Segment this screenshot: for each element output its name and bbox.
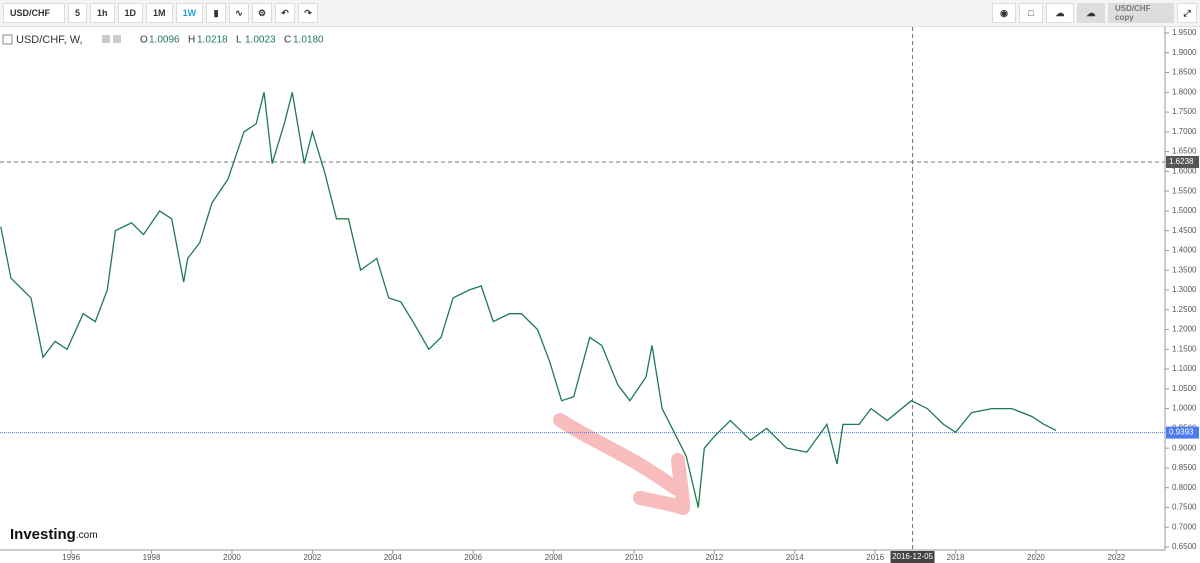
y-tick-label: 1.5500 <box>1172 186 1197 195</box>
x-tick-label: 2022 <box>1107 553 1125 562</box>
ohlc-label: L <box>236 35 242 46</box>
x-tick-label: 2006 <box>464 553 482 562</box>
icon-fullscreen[interactable]: ⤢ <box>1177 3 1197 23</box>
interval-button[interactable]: 1W <box>175 3 204 23</box>
interval-button[interactable]: 1h <box>90 3 115 23</box>
x-tick-label: 2002 <box>303 553 321 562</box>
legend-icon[interactable] <box>113 35 121 43</box>
y-tick-label: 1.0500 <box>1172 384 1197 393</box>
icon-cloud[interactable]: ☁ <box>1046 3 1074 23</box>
interval-button[interactable]: 1M <box>146 3 173 23</box>
y-tick-label: 1.1000 <box>1172 364 1197 373</box>
symbol-box[interactable]: USD/CHF <box>3 3 65 23</box>
ohlc-label: O <box>140 35 148 46</box>
ohlc-value: 1.0096 <box>149 35 180 46</box>
y-tick-label: 1.6000 <box>1172 166 1197 175</box>
y-tick-label: 1.4500 <box>1172 226 1197 235</box>
logo: Investing.com <box>10 526 98 543</box>
annotation-arrow <box>553 413 690 515</box>
x-tick-label: 2020 <box>1027 553 1045 562</box>
y-tick-label: 0.6500 <box>1172 542 1197 551</box>
y-tick-label: 1.9500 <box>1172 28 1197 37</box>
x-tick-label: 1996 <box>62 553 80 562</box>
x-tick-label: 2010 <box>625 553 643 562</box>
x-tick-label: 2000 <box>223 553 241 562</box>
last-price-box <box>1166 426 1199 439</box>
logo-suffix: .com <box>76 530 98 541</box>
crosshair-date-box <box>890 551 935 563</box>
x-tick-label: 2018 <box>947 553 965 562</box>
y-tick-label: 1.1500 <box>1172 344 1197 353</box>
y-tick-label: 1.9000 <box>1172 48 1197 57</box>
ohlc-label: H <box>188 35 195 46</box>
icon-save[interactable]: ☁ <box>1077 3 1105 23</box>
x-tick-label: 2014 <box>786 553 804 562</box>
interval-button[interactable]: 5 <box>68 3 88 23</box>
icon-camera[interactable]: ◉ <box>992 3 1016 23</box>
y-tick-label: 1.8500 <box>1172 68 1197 77</box>
y-tick-label: 0.8000 <box>1172 483 1197 492</box>
crosshair-date-label: 2016-12-05 <box>892 552 933 561</box>
y-tick-label: 0.7000 <box>1172 522 1197 531</box>
ohlc-value: 1.0023 <box>245 35 276 46</box>
icon-undo[interactable]: ↶ <box>275 3 296 23</box>
x-tick-label: 2016 <box>866 553 884 562</box>
y-tick-label: 1.3000 <box>1172 285 1197 294</box>
toolbar: USD/CHF 5 1h 1D 1M 1W ▮ ∿ ⚙ ↶ ↷ ◉ □ ☁ ☁ USD/… <box>0 0 1200 27</box>
icon-color[interactable]: □ <box>1019 3 1043 23</box>
legend-title: USD/CHF, W, <box>16 34 83 46</box>
last-price-label: 0.9393 <box>1169 428 1194 437</box>
y-tick-label: 1.6500 <box>1172 147 1197 156</box>
y-tick-label: 1.2000 <box>1172 325 1197 334</box>
ohlc-value: 1.0180 <box>293 35 324 46</box>
y-tick-label: 0.7500 <box>1172 503 1197 512</box>
y-tick-label: 1.5000 <box>1172 206 1197 215</box>
layout-name[interactable]: USD/CHF copy <box>1108 3 1174 23</box>
icon-candles[interactable]: ▮ <box>206 3 227 23</box>
price-axis-bg <box>1165 27 1200 563</box>
interval-button[interactable]: 1D <box>117 3 144 23</box>
icon-indicators[interactable]: ∿ <box>229 3 250 23</box>
icon-compare[interactable]: ⚙ <box>252 3 273 23</box>
y-tick-label: 0.8500 <box>1172 463 1197 472</box>
y-tick-label: 1.7000 <box>1172 127 1197 136</box>
y-tick-label: 0.9000 <box>1172 443 1197 452</box>
x-tick-label: 2008 <box>545 553 563 562</box>
x-tick-label: 1998 <box>143 553 161 562</box>
y-tick-label: 1.0000 <box>1172 404 1197 413</box>
y-tick-label: 1.3500 <box>1172 265 1197 274</box>
crosshair-price-box <box>1166 155 1199 168</box>
ohlc-value: 1.0218 <box>197 35 228 46</box>
y-tick-label: 1.8000 <box>1172 87 1197 96</box>
legend-icon[interactable] <box>102 35 110 43</box>
x-tick-label: 2004 <box>384 553 402 562</box>
ohlc-label: C <box>284 35 291 46</box>
x-tick-label: 2012 <box>705 553 723 562</box>
icon-redo[interactable]: ↷ <box>298 3 319 23</box>
collapse-icon[interactable] <box>2 34 13 45</box>
y-tick-label: 1.7500 <box>1172 107 1197 116</box>
logo-name: Investing <box>10 526 76 543</box>
y-tick-label: 1.2500 <box>1172 305 1197 314</box>
y-tick-label: 1.4000 <box>1172 246 1197 255</box>
price-line <box>0 92 1057 508</box>
crosshair-price-label: 1.6238 <box>1169 157 1194 166</box>
